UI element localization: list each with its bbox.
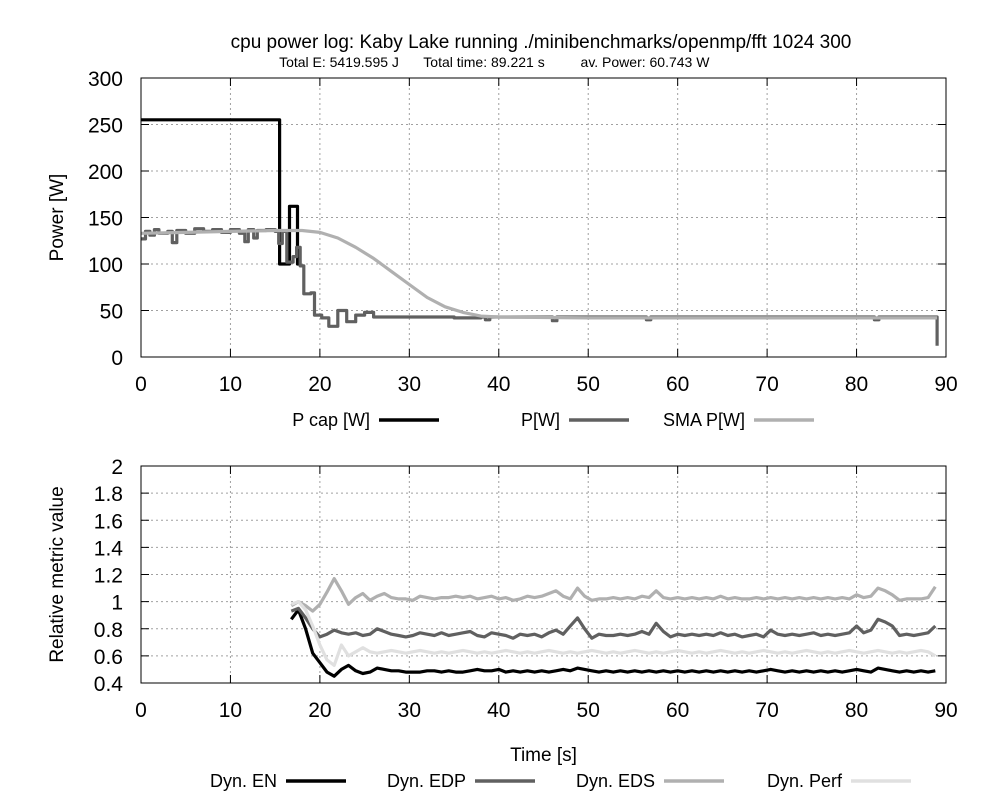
x-tick-label: 90 xyxy=(934,373,957,396)
series-line-dyn-en xyxy=(290,608,936,678)
power-plot: 0 10 20 30 40 50 60 70 80 90 0 50 100 150 200 250 300 Pow… xyxy=(47,68,958,430)
legend-label-dyn-perf: Dyn. Perf xyxy=(767,771,843,791)
x-tick-label: 40 xyxy=(487,699,510,722)
x-tick-label: 30 xyxy=(398,373,421,396)
y-tick-label: 250 xyxy=(88,115,123,138)
y-tick-label: 1.6 xyxy=(94,510,123,533)
y-tick-label: 1 xyxy=(111,592,123,615)
y-tick-label: 200 xyxy=(88,161,123,184)
series-line-p-cap-w xyxy=(141,118,301,266)
series-line-dyn-eds xyxy=(290,576,937,613)
y-tick-label: 300 xyxy=(88,68,123,91)
x-tick-label: 60 xyxy=(666,699,689,722)
x-tick-label: 10 xyxy=(219,699,242,722)
x-tick-label: 50 xyxy=(577,699,600,722)
x-tick-label: 40 xyxy=(487,373,510,396)
y-axis-label: Power [W] xyxy=(47,174,68,262)
y-tick-label: 1.8 xyxy=(94,483,123,506)
chart-title: cpu power log: Kaby Lake running ./minib… xyxy=(231,32,852,53)
x-tick-label: 10 xyxy=(219,373,242,396)
y-tick-label: 2 xyxy=(111,456,123,479)
x-tick-label: 60 xyxy=(666,373,689,396)
y-tick-label: 50 xyxy=(100,301,123,324)
y-tick-label: 0.8 xyxy=(94,619,123,642)
y-axis-label: Relative metric value xyxy=(47,486,68,662)
x-axis-label: Time [s] xyxy=(510,745,577,766)
x-tick-label: 0 xyxy=(135,699,147,722)
series-line-dyn-edp xyxy=(290,606,937,640)
legend-label-p-w: P[W] xyxy=(521,410,560,430)
x-tick-label: 70 xyxy=(755,699,778,722)
subtitle-power: av. Power: 60.743 W xyxy=(581,54,711,70)
legend-label-sma-p-w: SMA P[W] xyxy=(663,410,745,430)
y-tick-label: 0 xyxy=(111,347,123,370)
x-tick-label: 50 xyxy=(577,373,600,396)
plot-frame xyxy=(140,465,947,684)
x-tick-label: 70 xyxy=(755,373,778,396)
y-tick-label: 100 xyxy=(88,254,123,277)
y-tick-label: 150 xyxy=(88,208,123,231)
metric-plot: 0 10 20 30 40 50 60 70 80 90 0.4 0.6 0.8 1 1.2 1.4 1.6 1.… xyxy=(47,456,958,791)
x-tick-label: 80 xyxy=(845,373,868,396)
x-tick-label: 90 xyxy=(934,699,957,722)
legend-label-p-cap-w: P cap [W] xyxy=(292,410,370,430)
series-line-dyn-perf xyxy=(290,599,937,668)
legend-label-dyn-eds: Dyn. EDS xyxy=(576,771,655,791)
legend-label-dyn-en: Dyn. EN xyxy=(210,771,277,791)
x-tick-label: 20 xyxy=(308,699,331,722)
x-tick-label: 30 xyxy=(398,699,421,722)
x-tick-label: 80 xyxy=(845,699,868,722)
subtitle-time: Total time: 89.221 s xyxy=(423,54,544,70)
x-tick-label: 20 xyxy=(308,373,331,396)
series-line-sma-p-w xyxy=(141,228,938,320)
series-line-p-w xyxy=(141,227,939,346)
legend-label-dyn-edp: Dyn. EDP xyxy=(387,771,466,791)
subtitle-energy: Total E: 5419.595 J xyxy=(279,54,399,70)
y-tick-label: 1.2 xyxy=(94,565,123,588)
plot-frame xyxy=(140,77,947,358)
x-tick-label: 0 xyxy=(135,373,147,396)
y-tick-label: 1.4 xyxy=(94,537,124,560)
y-tick-label: 0.6 xyxy=(94,646,123,669)
y-tick-label: 0.4 xyxy=(94,673,124,696)
